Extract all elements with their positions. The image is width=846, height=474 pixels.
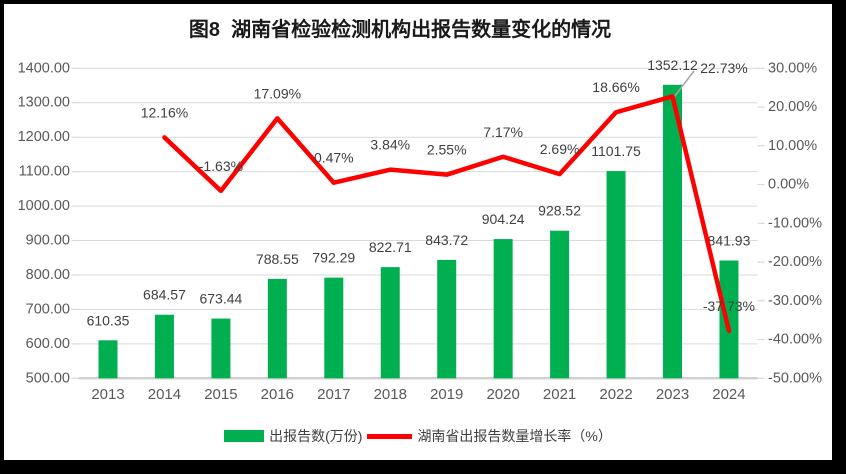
line-series-legend-label: 湖南省出报告数量增长率（%） [417, 428, 612, 444]
bar-2024 [719, 260, 739, 379]
bar-2013 [98, 340, 118, 379]
left-axis-tick-label: 1200.00 [18, 129, 70, 145]
bar-data-label-2022: 1101.75 [591, 143, 641, 159]
right-axis-tick-label: 20.00% [768, 99, 817, 115]
left-axis-tick-label: 1300.00 [18, 95, 70, 111]
line-data-label-2016: 17.09% [254, 85, 301, 101]
left-axis-tick-label: 1400.00 [18, 60, 70, 76]
line-data-label-2024: -37.73% [703, 298, 755, 314]
right-axis-tick-label: -40.00% [768, 332, 822, 348]
left-axis-tick-label: 700.00 [26, 301, 70, 317]
legend-item-bar-series: 出报告数(万份) [224, 426, 362, 446]
legend-item-line-series: 湖南省出报告数量增长率（%） [367, 426, 612, 446]
line-data-label-2014: 12.16% [141, 104, 188, 120]
bar-data-label-2017: 792.29 [312, 250, 355, 266]
x-axis-category-label: 2023 [656, 386, 689, 403]
bar-2014 [154, 314, 174, 379]
left-axis-tick-label: 1100.00 [19, 164, 70, 180]
bar-2019 [437, 259, 457, 379]
bar-series-swatch [224, 430, 265, 442]
bar-2016 [267, 278, 287, 379]
bar-data-label-2013: 610.35 [87, 312, 130, 328]
x-axis-category-label: 2016 [261, 386, 294, 403]
growth-rate-line [162, 94, 732, 334]
x-axis-category-label: 2015 [204, 386, 237, 403]
left-axis-tick-label: 1000.00 [18, 198, 70, 214]
right-axis-tick-label: -20.00% [768, 254, 822, 270]
x-axis-category-label: 2021 [543, 386, 576, 403]
left-axis-tick-label: 800.00 [26, 267, 70, 283]
x-axis-category-label: 2018 [374, 386, 407, 403]
right-axis-tick-label: -50.00% [768, 370, 822, 386]
left-axis-tick-label: 900.00 [26, 233, 70, 249]
bar-2020 [493, 239, 513, 379]
bar-data-label-2019: 843.72 [425, 232, 468, 248]
bar-2017 [324, 277, 344, 379]
bar-2015 [211, 318, 231, 379]
bar-2018 [380, 267, 400, 379]
line-data-label-2015: -1.63% [199, 158, 243, 174]
label-leader-line [673, 70, 695, 98]
x-axis-category-label: 2019 [430, 386, 463, 403]
line-data-label-2020: 7.17% [483, 124, 523, 140]
line-data-label-2019: 2.55% [427, 142, 467, 158]
left-axis-tick-label: 600.00 [26, 336, 70, 352]
bar-data-label-2021: 928.52 [538, 203, 581, 219]
right-axis-tick-label: -30.00% [768, 293, 822, 309]
right-axis-tick-label: 30.00% [768, 60, 817, 76]
right-axis-tick-label: 0.00% [768, 177, 809, 193]
chart-title: 图8 湖南省检验检测机构出报告数量变化的情况 [188, 19, 612, 41]
x-axis-category-label: 2013 [91, 386, 124, 403]
bar-2022 [606, 171, 626, 379]
line-data-label-2021: 2.69% [540, 141, 580, 157]
bar-series-legend-label: 出报告数(万份) [269, 428, 363, 444]
right-axis-tick-label: -10.00% [768, 215, 822, 231]
bar-data-label-2016: 788.55 [256, 251, 299, 267]
bar-data-label-2015: 673.44 [199, 291, 242, 307]
chart-canvas [4, 4, 832, 460]
x-axis-category-label: 2017 [317, 386, 350, 403]
right-axis-tick-label: 10.00% [768, 138, 817, 154]
line-data-label-2023: 22.73% [700, 60, 747, 76]
line-data-label-2022: 18.66% [592, 79, 639, 95]
line-data-label-2017: 0.47% [314, 150, 354, 166]
bar-data-label-2024: 841.93 [708, 233, 751, 249]
x-axis-category-label: 2022 [599, 386, 632, 403]
bar-data-label-2023: 1352.12 [647, 57, 698, 73]
left-axis-tick-label: 500.00 [26, 370, 70, 386]
x-axis-category-label: 2020 [486, 386, 519, 403]
bar-2021 [550, 230, 570, 379]
bar-data-label-2014: 684.57 [143, 287, 186, 303]
bar-data-label-2020: 904.24 [482, 211, 525, 227]
line-series-swatch [367, 433, 413, 439]
line-data-label-2018: 3.84% [370, 137, 410, 153]
legend: 出报告数(万份) 湖南省出报告数量增长率（%） [4, 426, 832, 446]
bar-data-label-2018: 822.71 [369, 239, 412, 255]
bar-2023 [663, 84, 682, 379]
x-axis-category-label: 2024 [712, 386, 745, 403]
x-axis-category-label: 2014 [148, 386, 181, 403]
